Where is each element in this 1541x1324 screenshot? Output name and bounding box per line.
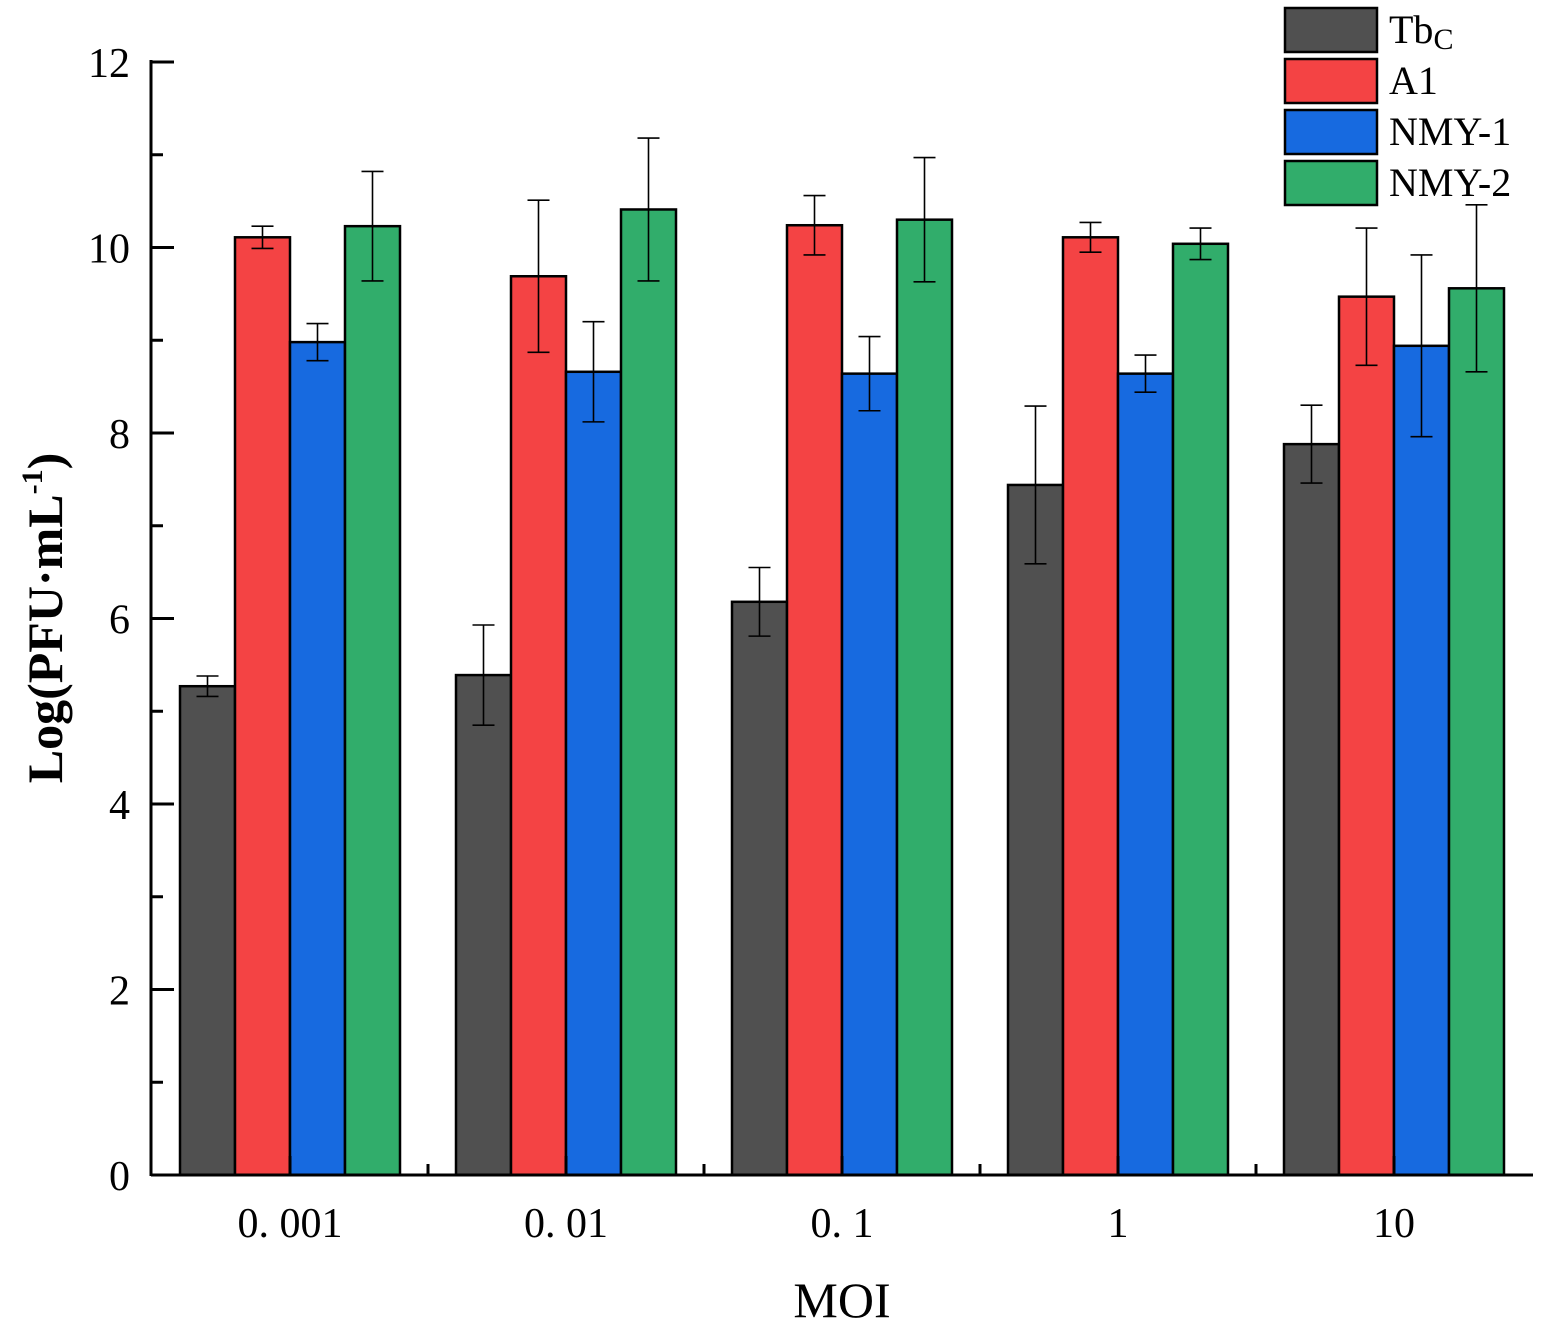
legend-swatch-tb [1283, 6, 1379, 54]
error-bar-nmy-1-2 [858, 335, 881, 412]
error-bar-nmy-2-1 [637, 137, 660, 282]
bar-nmy-2-0 [343, 224, 402, 1177]
bar-tb-0 [178, 684, 237, 1177]
y-axis-label-superscript: -1 [16, 469, 49, 494]
bar-a1-2 [785, 223, 844, 1177]
bar-tb-4 [1282, 442, 1341, 1177]
error-bar-tb-1 [472, 624, 495, 726]
bar-tb-3 [1006, 483, 1065, 1177]
y-axis-label-close: ) [17, 453, 73, 470]
bar-a1-1 [509, 275, 568, 1177]
bar-a1-4 [1337, 295, 1396, 1177]
error-bar-nmy-1-4 [1410, 254, 1433, 438]
x-ticks-layer: 0. 001 0. 01 0. 1 1 10 [238, 1156, 1415, 1247]
y-tick-label: 0 [109, 1154, 130, 1200]
error-bar-nmy-2-2 [913, 156, 936, 283]
legend-swatch-nmy-1 [1283, 108, 1379, 156]
y-tick-label: 2 [109, 969, 130, 1015]
x-tick-label: 1 [1108, 1201, 1129, 1247]
error-bar-a1-2 [803, 194, 826, 256]
error-bar-nmy-2-3 [1189, 227, 1212, 261]
bar-nmy-2-1 [619, 208, 678, 1177]
error-bar-tb-2 [748, 566, 771, 637]
bar-tb-2 [730, 600, 789, 1177]
bar-a1-3 [1061, 236, 1120, 1177]
y-axis-label-main: Log(PFU·mL [17, 494, 73, 783]
legend-label-tb: TbC [1389, 7, 1453, 56]
error-bar-tb-0 [196, 675, 219, 698]
bar-nmy-1-1 [564, 370, 623, 1177]
x-axis-label: MOI [793, 1272, 890, 1324]
error-bar-nmy-1-1 [582, 320, 605, 423]
error-bar-a1-1 [527, 199, 550, 354]
legend-swatch-a1 [1283, 57, 1379, 105]
legend-label-nmy-1: NMY-1 [1389, 109, 1511, 154]
error-bar-tb-4 [1300, 404, 1323, 484]
bar-nmy-1-4 [1392, 344, 1451, 1177]
y-axis-label: Log(PFU·mL-1) [16, 453, 73, 784]
error-bar-nmy-2-0 [361, 170, 384, 282]
bar-tb-1 [454, 673, 513, 1177]
bar-nmy-2-3 [1171, 242, 1230, 1177]
bar-nmy-1-3 [1116, 372, 1175, 1177]
bar-a1-0 [233, 236, 292, 1177]
y-tick-label: 4 [109, 783, 130, 829]
x-tick-label: 10 [1373, 1201, 1415, 1247]
bars-layer [178, 208, 1506, 1177]
error-bar-nmy-2-4 [1465, 204, 1488, 373]
error-bar-tb-3 [1024, 405, 1047, 565]
error-bar-a1-0 [251, 225, 274, 250]
y-tick-label: 8 [109, 412, 130, 458]
error-bar-nmy-1-0 [306, 322, 329, 362]
error-bar-nmy-1-3 [1134, 354, 1157, 393]
x-tick-label: 0. 1 [811, 1201, 874, 1247]
y-ticks-layer: 0 2 4 6 8 10 12 [88, 41, 174, 1200]
x-tick-label: 0. 01 [524, 1201, 608, 1247]
legend-swatch-nmy-2 [1283, 159, 1379, 207]
bar-nmy-2-2 [895, 218, 954, 1177]
error-bars-layer [196, 137, 1488, 726]
y-tick-label: 6 [109, 598, 130, 644]
legend-label-a1: A1 [1389, 58, 1438, 103]
bar-nmy-1-0 [288, 340, 347, 1177]
bar-nmy-2-4 [1447, 287, 1506, 1177]
x-tick-label: 0. 001 [238, 1201, 343, 1247]
legend-label-nmy-2: NMY-2 [1389, 160, 1511, 205]
y-tick-label: 10 [88, 227, 130, 273]
bar-nmy-1-2 [840, 372, 899, 1177]
error-bar-a1-4 [1355, 227, 1378, 367]
error-bar-a1-3 [1079, 221, 1102, 253]
y-tick-label: 12 [88, 41, 130, 87]
